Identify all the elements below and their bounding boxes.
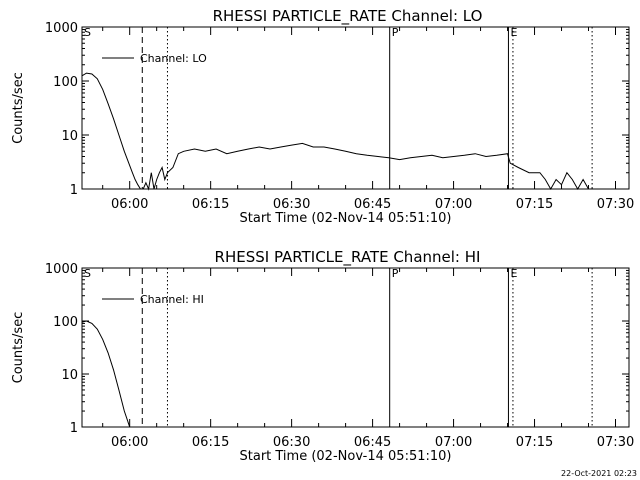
series-line [81, 72, 594, 191]
event-marker-label: S [84, 267, 91, 280]
x-tick-label: 06:30 [273, 197, 310, 212]
series-line [81, 320, 131, 428]
x-tick-label: 06:45 [354, 197, 391, 212]
y-tick-label: 10 [61, 129, 78, 144]
legend-entry: Channel: HI [140, 293, 204, 306]
y-axis-label: Counts/sec [11, 312, 26, 384]
y-tick-label: 100 [53, 315, 78, 330]
y-tick-label: 10 [61, 368, 78, 383]
x-tick-label: 06:15 [192, 197, 229, 212]
plot-frame [81, 267, 630, 428]
y-tick-label: 1 [70, 183, 78, 198]
y-tick-label: 1000 [45, 262, 78, 277]
x-tick-label: 06:00 [111, 197, 148, 212]
chart-title: RHESSI PARTICLE_RATE Channel: HI [215, 248, 481, 267]
y-tick-label: 1 [70, 421, 78, 436]
event-marker-label: S [84, 26, 91, 39]
footer-timestamp: 22-Oct-2021 02:23 [561, 469, 637, 478]
x-axis-label: Start Time (02-Nov-14 05:51:10) [240, 449, 452, 464]
x-tick-label: 06:45 [354, 435, 391, 450]
x-axis-label: Start Time (02-Nov-14 05:51:10) [240, 211, 452, 226]
y-axis-label: Counts/sec [11, 72, 26, 144]
x-tick-label: 07:15 [516, 435, 553, 450]
x-tick-label: 07:30 [597, 435, 634, 450]
chart-title: RHESSI PARTICLE_RATE Channel: LO [213, 7, 483, 26]
x-tick-label: 07:00 [435, 435, 472, 450]
event-marker-label: P [392, 26, 399, 39]
x-tick-label: 06:15 [192, 435, 229, 450]
event-marker-label: P [392, 267, 399, 280]
y-tick-label: 100 [53, 75, 78, 90]
y-tick-label: 1000 [45, 21, 78, 36]
x-tick-label: 06:30 [273, 435, 310, 450]
event-marker-label: E [510, 267, 517, 280]
plot-frame [81, 26, 630, 190]
x-tick-label: 07:30 [597, 197, 634, 212]
chart-panel-0: RHESSI PARTICLE_RATE Channel: LO Counts/s… [11, 7, 634, 226]
chart-panel-1: RHESSI PARTICLE_RATE Channel: HI Counts/s… [11, 248, 634, 464]
event-marker-label: E [510, 26, 517, 39]
x-tick-label: 06:00 [111, 435, 148, 450]
x-tick-label: 07:00 [435, 197, 472, 212]
x-tick-label: 07:15 [516, 197, 553, 212]
legend-entry: Channel: LO [140, 52, 207, 65]
